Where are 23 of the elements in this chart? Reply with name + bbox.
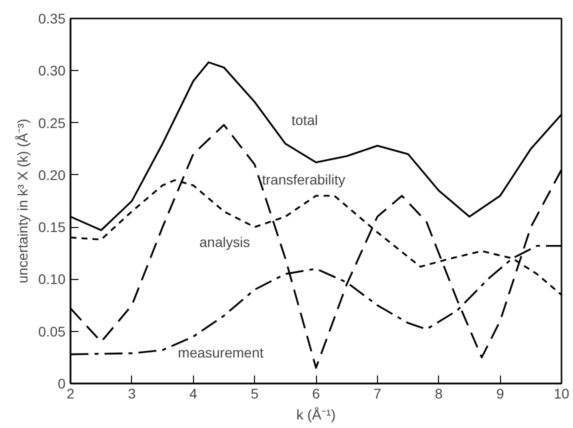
y-tick-label: 0 [58,376,66,392]
x-tick-label: 4 [189,386,198,402]
y-tick-label: 0.15 [38,219,66,236]
y-tick-label: 0.35 [38,10,66,26]
y-tick-label: 0.25 [38,114,66,131]
x-tick-label: 5 [250,386,259,402]
x-tick-label: 9 [496,386,504,402]
x-tick-label: 8 [434,386,443,402]
y-tick-label: 0.05 [38,323,66,340]
series-label: measurement [178,344,264,361]
x-tick-label: 6 [312,386,320,402]
x-tick-label: 10 [554,386,570,402]
series-label: transferability [262,171,346,188]
y-axis-title: uncertainty in k³ X (k) (Å⁻³) [14,118,30,284]
y-tick-label: 0.20 [38,166,66,183]
x-tick-label: 2 [66,386,75,402]
y-tick-label: 0.10 [38,271,66,288]
series-label: total [291,112,318,128]
series-label: analysis [199,234,250,250]
x-tick-label: 3 [128,386,136,402]
x-axis-title: k (Å⁻¹) [296,406,336,422]
x-tick-label: 7 [373,386,382,402]
y-tick-label: 0.30 [38,62,66,79]
